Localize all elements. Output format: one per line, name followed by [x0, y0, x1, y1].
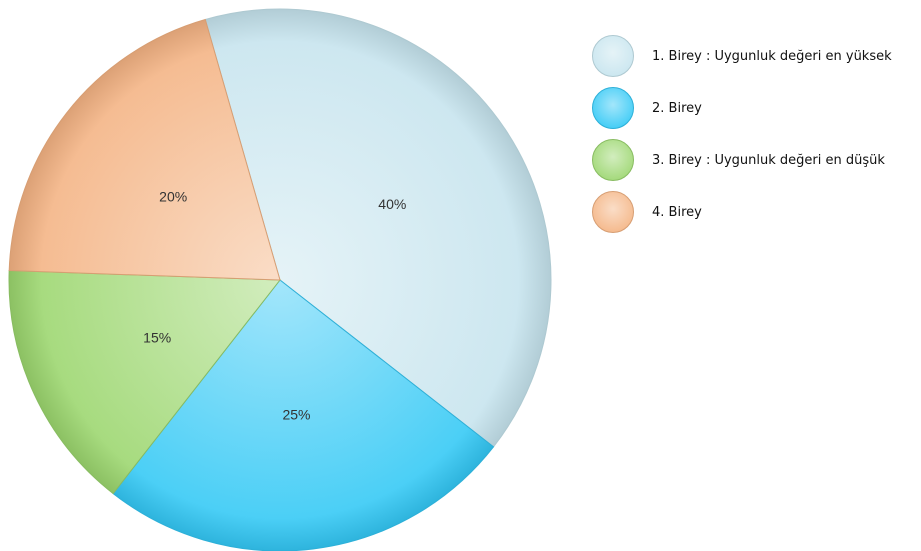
- legend-item-4[interactable]: 4. Birey: [592, 190, 892, 234]
- pie-slice-label-1: 40%: [378, 196, 406, 212]
- pie-slice-labels: 40% 25% 15% 20%: [143, 189, 406, 423]
- pie-slices: [8, 8, 552, 551]
- pie-slice-label-4: 20%: [159, 189, 187, 205]
- pie-chart: 40% 25% 15% 20%: [8, 8, 552, 551]
- pie-slice-4[interactable]: [8, 18, 281, 281]
- legend-item-1[interactable]: 1. Birey : Uygunluk değeri en yüksek: [592, 34, 892, 78]
- pie-slice-label-2: 25%: [282, 407, 310, 423]
- pie-slice-label-3: 15%: [143, 329, 171, 345]
- legend-label-2: 2. Birey: [652, 100, 702, 116]
- legend-label-3: 3. Birey : Uygunluk değeri en düşük: [652, 152, 885, 168]
- legend-item-2[interactable]: 2. Birey: [592, 86, 892, 130]
- legend-swatch-4: [592, 191, 634, 233]
- pie-slice-1[interactable]: [204, 8, 552, 448]
- legend-item-3[interactable]: 3. Birey : Uygunluk değeri en düşük: [592, 138, 892, 182]
- legend-label-4: 4. Birey: [652, 204, 702, 220]
- legend-swatch-1: [592, 35, 634, 77]
- legend-swatch-2: [592, 87, 634, 129]
- legend-swatch-3: [592, 139, 634, 181]
- pie-slice-3[interactable]: [8, 270, 281, 495]
- legend: 1. Birey : Uygunluk değeri en yüksek 2. B…: [592, 34, 892, 242]
- pie-slice-2[interactable]: [112, 279, 495, 551]
- legend-label-1: 1. Birey : Uygunluk değeri en yüksek: [652, 48, 892, 64]
